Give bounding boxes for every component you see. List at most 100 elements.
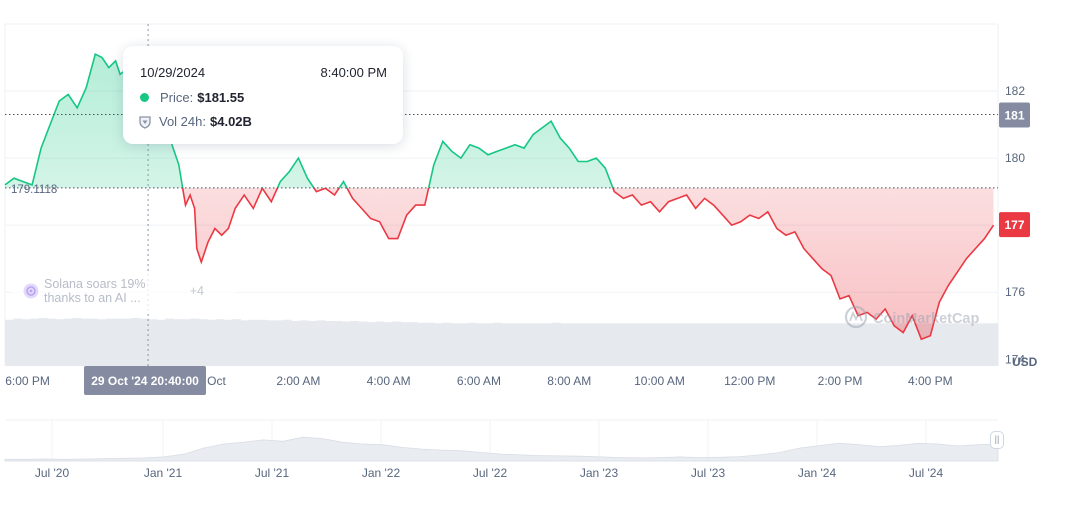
tooltip-price-value: $181.55 — [197, 90, 245, 105]
volume-bar — [493, 322, 503, 366]
news-avatar-icon — [23, 283, 39, 299]
volume-bar — [955, 323, 965, 366]
current-price-badge-bg — [999, 212, 1030, 238]
navigator-tick-label: Jul '20 — [35, 466, 70, 480]
price-line-down — [181, 187, 995, 341]
navigator-handle[interactable]: || — [990, 431, 1004, 449]
volume-bar — [728, 323, 738, 366]
range-navigator[interactable]: Jul '20 Jan '21 Jul '21 Jan '22 Jul '22 Jan '… — [4, 419, 999, 480]
volume-bar — [131, 318, 141, 366]
volume-bar — [812, 323, 822, 366]
volume-bar — [392, 321, 402, 366]
x-tick-label: 10:00 AM — [634, 374, 685, 388]
volume-bar — [223, 319, 233, 366]
volume-bar — [543, 323, 553, 366]
volume-bar — [148, 319, 158, 366]
volume-bar — [291, 320, 301, 366]
y-tick-label: 180 — [1005, 151, 1025, 165]
navigator-tick-label: Jan '21 — [144, 466, 183, 480]
navigator-tick-label: Jul '22 — [473, 466, 508, 480]
volume-bar — [981, 323, 991, 366]
x-tick-label: 6:00 PM — [5, 374, 50, 388]
navigator-tick-label: Jan '22 — [362, 466, 401, 480]
volume-bar — [594, 323, 604, 366]
volume-bar — [333, 320, 343, 366]
current-price-badge: 177 — [1004, 218, 1024, 232]
volume-bar — [678, 323, 688, 366]
news-more-count[interactable]: +4 — [189, 284, 204, 298]
volume-bar — [400, 322, 410, 366]
volume-bar — [190, 318, 200, 366]
volume-bar — [897, 323, 907, 366]
volume-bar — [711, 323, 721, 366]
x-tick-label: 12:00 PM — [724, 374, 775, 388]
tooltip-volume-row: Vol 24h: $4.02B — [139, 114, 252, 129]
hover-tooltip: 10/29/2024 8:40:00 PM Price: $181.55 Vol… — [123, 46, 403, 144]
y-unit-label: USD — [1012, 355, 1038, 369]
tooltip-date: 10/29/2024 — [140, 65, 206, 80]
volume-bar — [383, 322, 393, 366]
tooltip-volume-value: $4.02B — [210, 114, 252, 129]
volume-bar — [947, 323, 957, 366]
volume-bar — [181, 319, 191, 366]
news-pill[interactable]: Solana soars 19% thanks to an AI ... +4 — [12, 271, 237, 311]
volume-bar — [661, 323, 671, 366]
volume-bar — [156, 319, 166, 366]
volume-bar — [55, 319, 65, 366]
y-tick-label: 174 — [1005, 352, 1025, 366]
volume-bar — [375, 321, 385, 366]
y-tick-label: 182 — [1005, 84, 1025, 98]
volume-bar — [164, 318, 174, 366]
volume-bar — [753, 323, 763, 366]
navigator-tick-label: Jan '23 — [580, 466, 619, 480]
volume-bar — [249, 319, 259, 366]
coinmarketcap-icon-mark — [849, 310, 863, 322]
volume-bar — [804, 323, 814, 366]
volume-bar — [770, 323, 780, 366]
volume-bar — [114, 318, 124, 366]
price-dot-icon — [140, 93, 149, 102]
x-tick-label: 2:00 PM — [818, 374, 863, 388]
volume-bar — [30, 318, 40, 366]
volume-bar — [215, 319, 225, 366]
volume-bar — [846, 323, 856, 366]
volume-bar — [425, 322, 435, 366]
hover-price-badge: 181 — [1004, 109, 1024, 123]
volume-bar — [198, 319, 208, 366]
volume-bar — [796, 323, 806, 366]
news-headline[interactable]: Solana soars 19% thanks to an AI ... — [44, 277, 146, 305]
volume-bar — [122, 318, 132, 366]
navigator-tick-label: Jan '24 — [798, 466, 837, 480]
volume-bar — [89, 318, 99, 366]
volume-bar — [282, 319, 292, 366]
volume-bar — [265, 320, 275, 366]
volume-bars — [5, 318, 999, 366]
volume-bar — [695, 323, 705, 366]
volume-bar — [821, 323, 831, 366]
watermark-text: CoinMarketCap — [873, 311, 979, 327]
volume-bar — [880, 323, 890, 366]
volume-bar — [585, 323, 595, 366]
volume-bar — [863, 323, 873, 366]
volume-bar — [745, 323, 755, 366]
volume-bar — [627, 323, 637, 366]
volume-bar — [913, 323, 923, 366]
volume-bar — [63, 318, 73, 366]
volume-bar — [366, 322, 376, 366]
tooltip-price-row: Price: $181.55 — [140, 90, 244, 105]
volume-bar — [21, 319, 31, 366]
x-tick-label: 6:00 AM — [457, 374, 501, 388]
reference-label: 179.1118 — [11, 184, 57, 196]
volume-bar — [787, 323, 797, 366]
volume-bar — [964, 323, 974, 366]
volume-bar — [358, 321, 368, 366]
watermark-logo: CoinMarketCap — [844, 305, 979, 329]
hover-price-badge-bg — [999, 102, 1030, 128]
volume-bar — [173, 319, 183, 366]
y-tick-label: 176 — [1005, 285, 1025, 299]
volume-bar — [922, 323, 932, 366]
volume-bar — [80, 318, 90, 366]
tooltip-price-label: Price: — [160, 90, 194, 105]
